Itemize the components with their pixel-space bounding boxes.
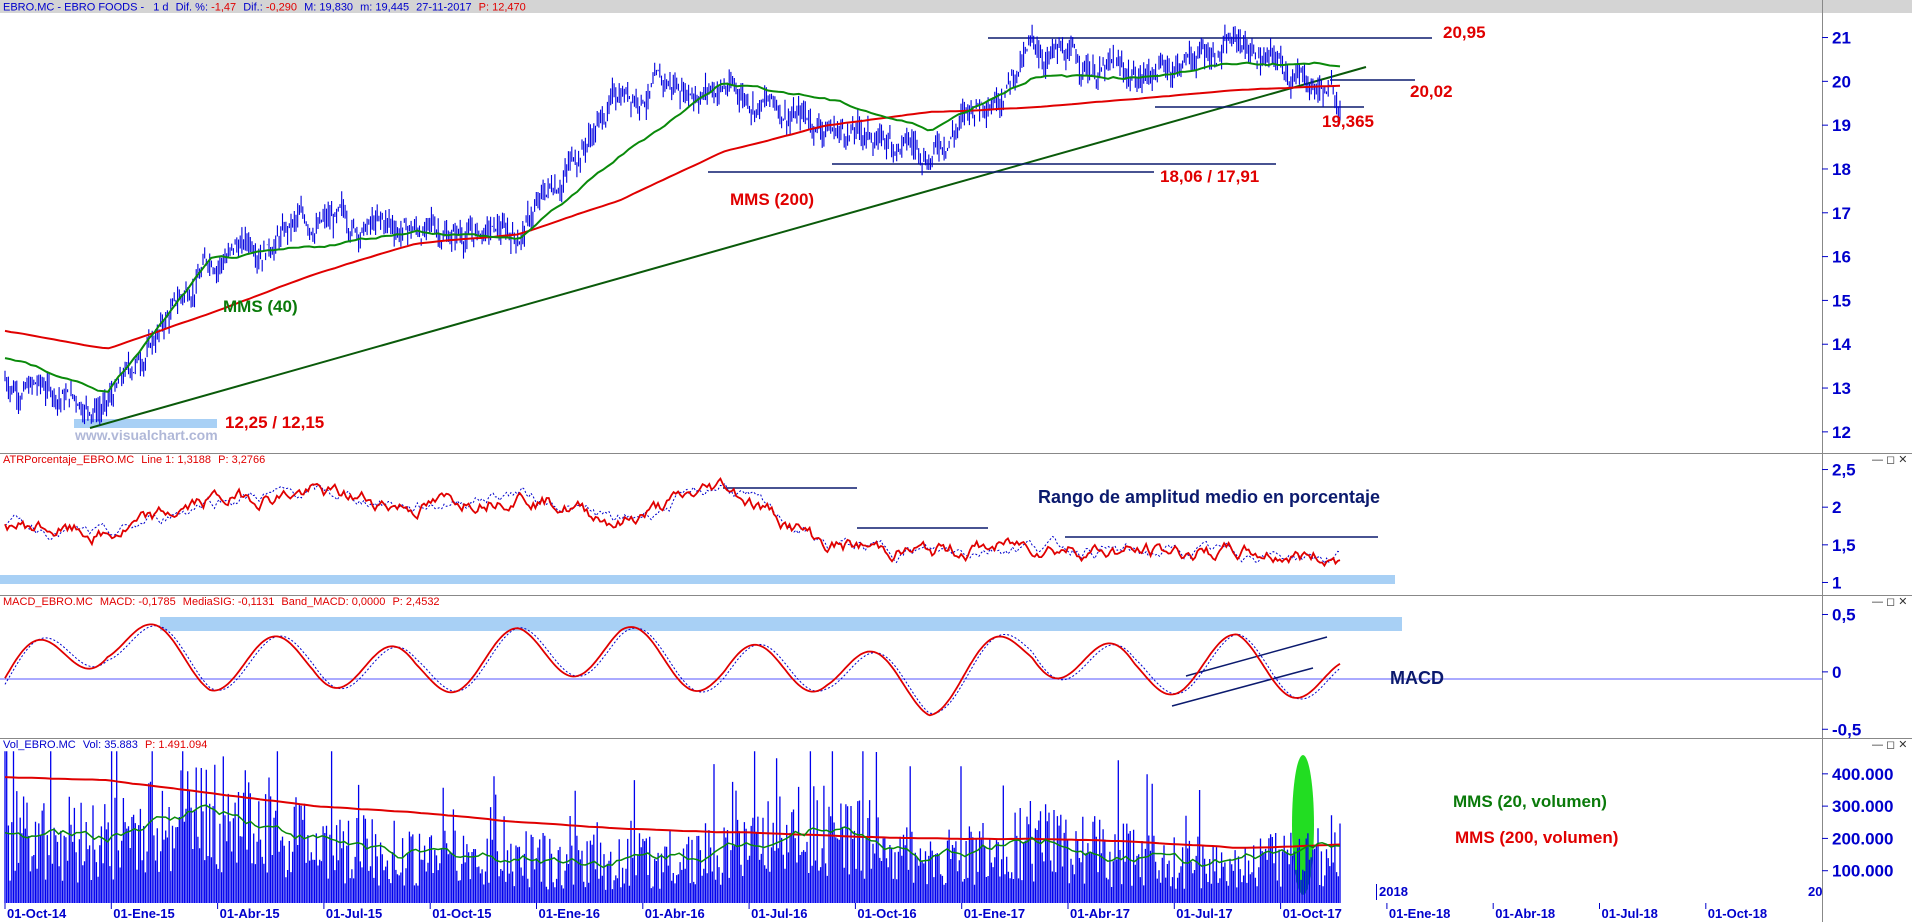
axis-edge-label: 20 (1808, 884, 1822, 899)
macd-band (160, 617, 1402, 631)
y-tick-label: 1 (1832, 573, 1841, 592)
x-tick-label: 01-Abr-16 (645, 906, 705, 921)
sma40-label: MMS (40) (223, 297, 298, 316)
x-tick-label: 01-Jul-18 (1602, 906, 1658, 921)
atr-signal-line (4, 482, 1341, 565)
vol-sma20-line (4, 804, 1341, 869)
y-tick-label: 0 (1832, 663, 1841, 682)
price-header: EBRO.MC - EBRO FOODS - 1 d Dif. %: -1,47… (3, 2, 526, 14)
base-band (74, 419, 217, 428)
x-tick-label: 01-Ene-16 (539, 906, 600, 921)
level-mid-label: 20,02 (1410, 82, 1453, 101)
volume-header: Vol_EBRO.MC Vol: 35.883 P: 1.491.094 (3, 739, 207, 751)
x-tick-label: 01-Jul-16 (751, 906, 807, 921)
y-tick-label: 2,5 (1832, 461, 1856, 480)
x-tick-label: 01-Ene-15 (113, 906, 174, 921)
sma200-label: MMS (200) (730, 190, 814, 209)
macd-title: MACD (1390, 668, 1444, 688)
y-tick-label: 100.000 (1832, 862, 1893, 881)
y-tick-label: 12 (1832, 423, 1851, 442)
y-tick-label: 14 (1832, 335, 1851, 354)
x-tick-label: 01-Jul-17 (1176, 906, 1232, 921)
y-tick-label: 1,5 (1832, 536, 1856, 555)
date-x-axis: 01-Oct-14 01-Ene-15 01-Abr-15 01-Jul-15 01-O… (4, 903, 1767, 921)
macd-channel-bottom (1171, 667, 1314, 707)
atr-band (0, 575, 1395, 584)
price-bars-path (4, 24, 1341, 425)
sma40-line (4, 61, 1341, 393)
atr-y-axis: 2,5 2 1,5 1 (1822, 461, 1856, 592)
y-tick-label: 19 (1832, 116, 1851, 135)
year-marker: 2018 (1379, 884, 1408, 899)
macd-line (4, 623, 1341, 717)
watermark: www.visualchart.com (74, 427, 218, 443)
vol-sma200-legend: MMS (200, volumen) (1455, 828, 1618, 847)
atr-title: Rango de amplitud medio en porcentaje (1038, 487, 1380, 507)
price-bars (4, 24, 1341, 425)
y-tick-label: 21 (1832, 29, 1851, 48)
volume-y-axis: 400.000 300.000 200.000 100.000 (1822, 765, 1893, 881)
y-tick-label: 15 (1832, 291, 1851, 310)
y-tick-label: 20 (1832, 72, 1851, 91)
x-tick-label: 01-Oct-15 (432, 906, 491, 921)
atr-header: ATRPorcentaje_EBRO.MC Line 1: 1,3188 P: … (3, 454, 265, 466)
y-tick-label: 400.000 (1832, 765, 1893, 784)
y-tick-label: 18 (1832, 160, 1851, 179)
x-tick-label: 01-Oct-16 (857, 906, 916, 921)
trend-line (89, 66, 1367, 429)
x-tick-label: 01-Abr-17 (1070, 906, 1130, 921)
macd-y-axis: 0,5 0 -0,5 (1822, 605, 1861, 739)
level-low-label: 19,365 (1322, 112, 1374, 131)
chart-decorations (0, 37, 1822, 895)
level-high-label: 20,95 (1443, 23, 1486, 42)
y-tick-label: 0,5 (1832, 605, 1856, 624)
atr-line (4, 476, 1341, 568)
y-tick-label: 300.000 (1832, 797, 1893, 816)
volume-window-controls[interactable]: — ◻ ✕ (1872, 739, 1907, 751)
x-tick-label: 01-Ene-17 (964, 906, 1025, 921)
x-tick-label: 01-Ene-18 (1389, 906, 1450, 921)
y-tick-label: -0,5 (1832, 720, 1861, 739)
volume-bars (4, 751, 1341, 903)
x-tick-label: 01-Oct-18 (1708, 906, 1767, 921)
base-label: 12,25 / 12,15 (225, 413, 324, 432)
x-tick-label: 01-Oct-17 (1283, 906, 1342, 921)
price-y-axis: 21 20 19 18 17 16 15 14 13 12 (1822, 29, 1851, 442)
x-tick-label: 01-Abr-15 (220, 906, 280, 921)
support-label: 18,06 / 17,91 (1160, 167, 1259, 186)
y-tick-label: 2 (1832, 498, 1841, 517)
vol-sma20-legend: MMS (20, volumen) (1453, 792, 1607, 811)
x-tick-label: 01-Jul-15 (326, 906, 382, 921)
atr-window-controls[interactable]: — ◻ ✕ (1872, 454, 1907, 466)
y-tick-label: 17 (1832, 204, 1851, 223)
macd-header: MACD_EBRO.MC MACD: -0,1785 MediaSIG: -0,… (3, 596, 440, 608)
y-tick-label: 200.000 (1832, 829, 1893, 848)
x-tick-label: 01-Oct-14 (7, 906, 67, 921)
macd-window-controls[interactable]: — ◻ ✕ (1872, 596, 1907, 608)
sma200-line (4, 84, 1341, 350)
y-tick-label: 16 (1832, 248, 1851, 267)
vol-sma200-line (4, 776, 1341, 849)
x-tick-label: 01-Abr-18 (1495, 906, 1555, 921)
y-tick-label: 13 (1832, 379, 1851, 398)
